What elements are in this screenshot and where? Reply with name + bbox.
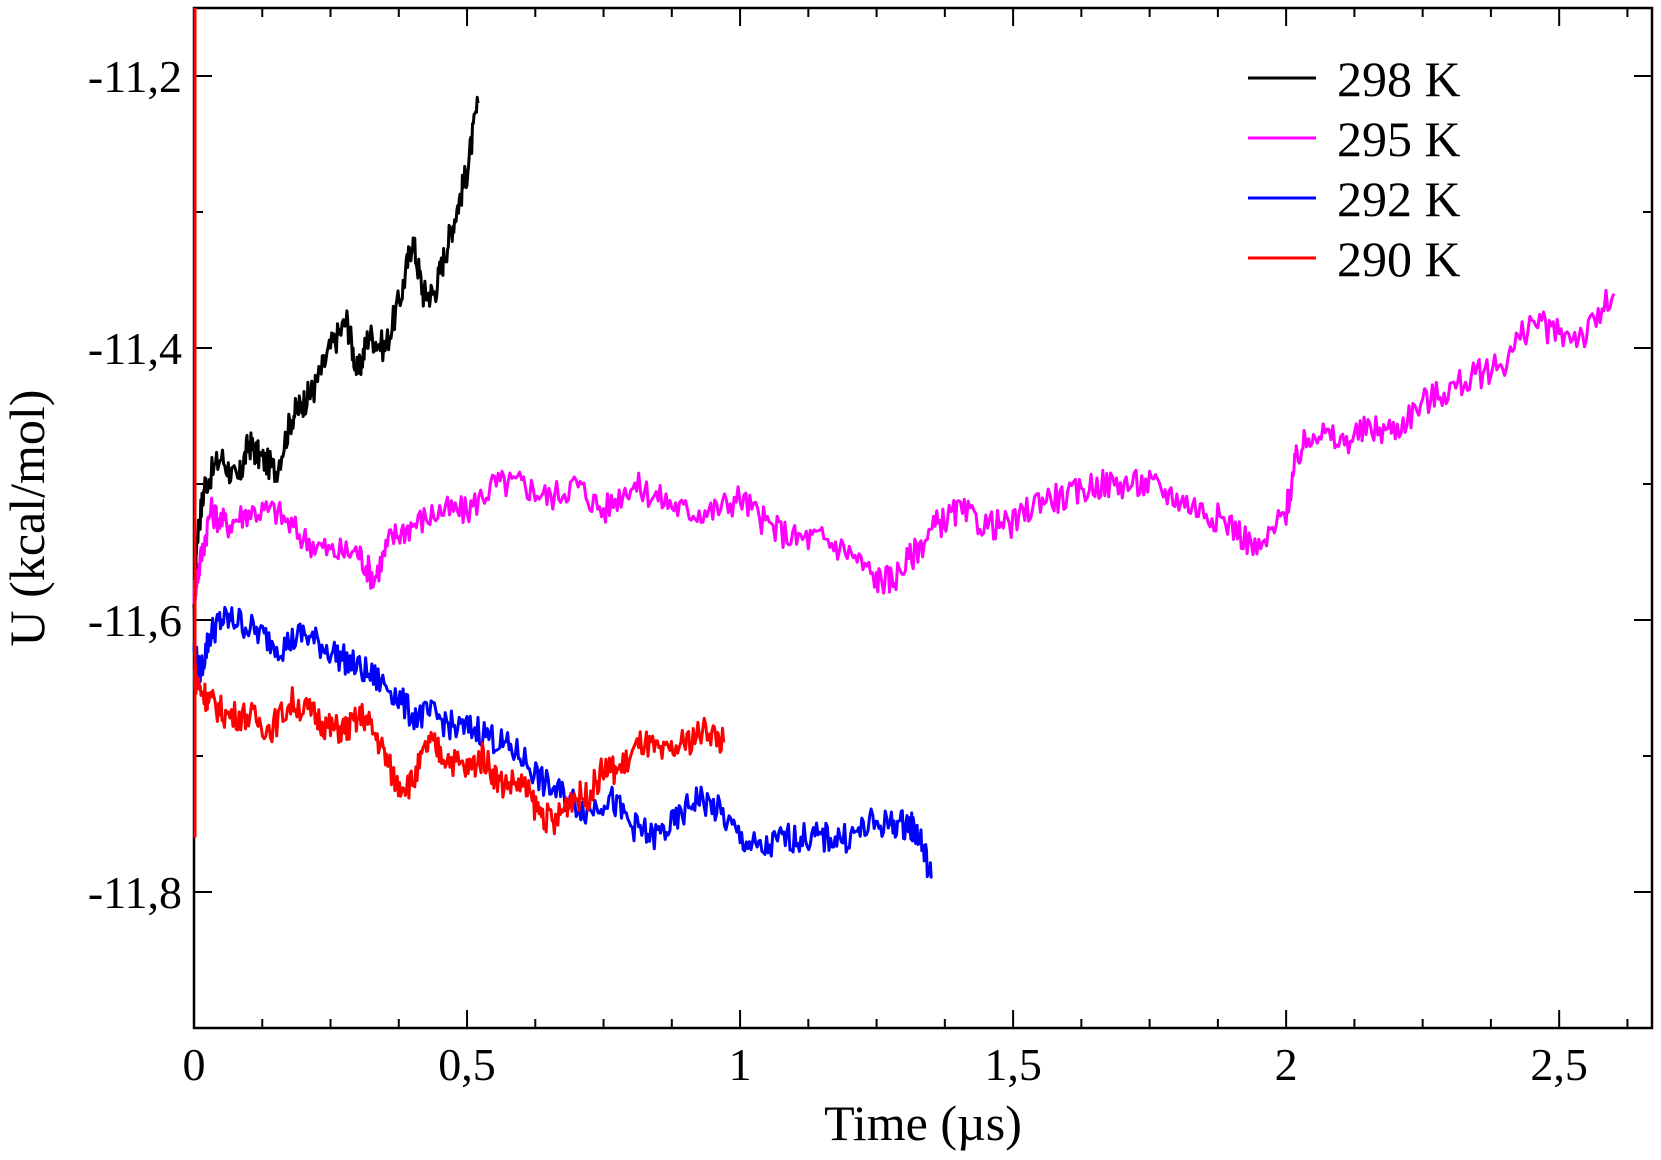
legend-label: 290 K: [1337, 231, 1461, 287]
x-tick-label: 1,5: [984, 1039, 1042, 1090]
series-lines: [192, 8, 1616, 879]
axis-ticks: [193, 8, 1652, 1029]
axis-tick-labels: 0 0,5 1 1,5 2 2,5 -11,8 -11,6 -11,4 -11,2: [88, 51, 1588, 1090]
series-line-292-k: [192, 605, 933, 879]
y-tick-label: -11,2: [88, 51, 182, 102]
x-axis-title: Time (µs): [824, 1095, 1022, 1151]
y-tick-label: -11,6: [88, 595, 182, 646]
x-tick-label: 2: [1275, 1039, 1298, 1090]
legend-label: 292 K: [1337, 171, 1461, 227]
legend-label: 295 K: [1337, 111, 1461, 167]
x-tick-label: 0,5: [438, 1039, 496, 1090]
y-tick-label: -11,4: [88, 323, 182, 374]
series-line-295-k: [192, 288, 1616, 605]
x-tick-label: 2,5: [1530, 1039, 1588, 1090]
x-tick-label: 0: [183, 1039, 206, 1090]
y-axis-title: U (kcal/mol): [0, 390, 55, 647]
x-tick-label: 1: [729, 1039, 752, 1090]
series-line-298-k: [192, 95, 480, 623]
y-tick-label: -11,8: [88, 867, 182, 918]
legend-label: 298 K: [1337, 51, 1461, 107]
series-line-290-k: [192, 664, 726, 836]
